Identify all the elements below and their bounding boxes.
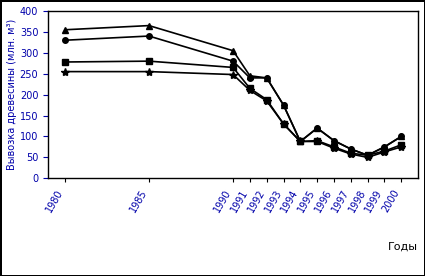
Y-axis label: Вывозка древесины (млн. м³): Вывозка древесины (млн. м³) <box>7 19 17 170</box>
X-axis label: Годы: Годы <box>388 242 418 252</box>
